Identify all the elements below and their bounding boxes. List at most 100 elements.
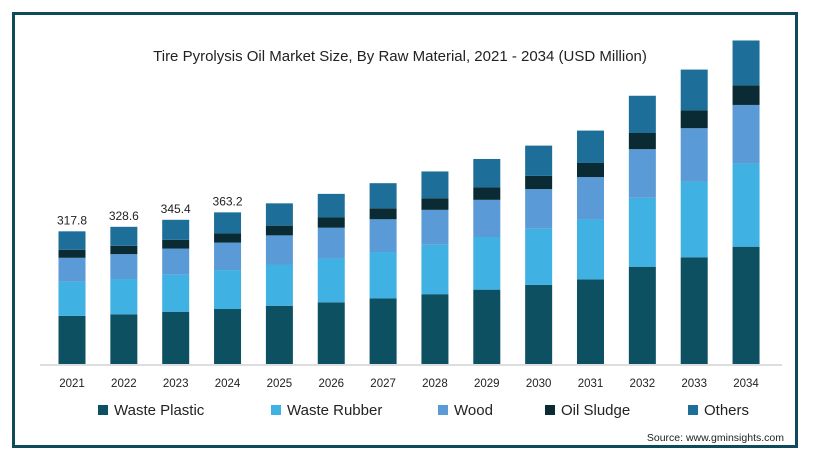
legend-label: Waste Rubber (287, 402, 382, 419)
bar-segment (110, 226, 138, 246)
legend-swatch (438, 405, 448, 415)
legend-label: Oil Sludge (561, 402, 630, 419)
legend-swatch (271, 405, 281, 415)
x-tick-label: 2029 (474, 378, 500, 390)
bar-segment (162, 248, 190, 275)
bar-segment (265, 264, 293, 306)
bar-segment (525, 189, 553, 229)
bar-segment (525, 175, 553, 190)
data-label: 328.6 (109, 209, 139, 223)
legend-item: Others (688, 402, 749, 419)
x-tick-label: 2025 (267, 378, 293, 390)
bar-segment (577, 219, 604, 280)
x-tick-label: 2024 (215, 378, 241, 390)
bar-segment (732, 85, 760, 105)
bar-segment (680, 69, 708, 111)
x-tick-label: 2034 (733, 378, 759, 390)
bar-segment (525, 145, 553, 176)
bar-segment (214, 212, 242, 234)
bar-segment (369, 219, 397, 253)
bar-segment (628, 266, 656, 364)
bar-segment (162, 274, 190, 312)
bar-segment (110, 279, 138, 315)
bars-group (58, 40, 760, 364)
source-text: Source: www.gminsights.com (647, 432, 784, 444)
bar-segment (473, 187, 501, 200)
bar-segment (110, 245, 138, 255)
data-labels: 317.8 328.6 345.4 363.2 (57, 194, 243, 227)
bar-segment (110, 314, 138, 364)
bar-segment (317, 302, 345, 364)
bar-segment (680, 181, 708, 258)
legend-label: Waste Plastic (114, 402, 205, 419)
bar-segment (421, 171, 449, 199)
bar-segment (214, 309, 242, 364)
legend-item: Wood (438, 402, 493, 419)
bar-segment (58, 249, 86, 258)
bar-segment (421, 244, 449, 295)
bar-segment (265, 235, 293, 265)
bar-segment (265, 203, 293, 226)
data-label: 345.4 (161, 202, 191, 216)
bar-segment (421, 294, 449, 364)
x-tick-label: 2021 (59, 378, 85, 390)
bar-segment (680, 110, 708, 129)
bar-segment (58, 281, 86, 316)
x-tick-labels: 2021 2022 2023 2024 2025 2026 2027 2028 2029 2030… (59, 378, 759, 390)
bar-segment (317, 193, 345, 218)
bar-segment (473, 237, 501, 290)
x-tick-label: 2027 (370, 378, 396, 390)
bar-segment (525, 228, 553, 285)
bar-segment (577, 130, 604, 163)
legend-item: Oil Sludge (545, 402, 630, 419)
bar-segment (732, 40, 760, 86)
bar-segment (214, 242, 242, 271)
bar-segment (732, 246, 760, 364)
bar-segment (369, 208, 397, 220)
x-tick-label: 2023 (163, 378, 189, 390)
data-label: 317.8 (57, 213, 87, 227)
data-label: 363.2 (213, 194, 243, 208)
x-tick-label: 2032 (630, 378, 656, 390)
bar-segment (577, 279, 604, 364)
bar-segment (525, 284, 553, 364)
bar-segment (369, 252, 397, 299)
legend-swatch (688, 405, 698, 415)
bar-segment (680, 128, 708, 182)
legend-label: Wood (454, 402, 493, 419)
bar-segment (58, 315, 86, 364)
bar-segment (369, 183, 397, 209)
bar-segment (265, 305, 293, 364)
legend: Waste Plastic Waste Rubber Wood Oil Sludge O… (98, 402, 749, 419)
x-tick-label: 2033 (681, 378, 707, 390)
x-tick-label: 2030 (526, 378, 552, 390)
bar-segment (628, 149, 656, 198)
bar-segment (58, 257, 86, 282)
bar-segment (265, 225, 293, 236)
legend-item: Waste Rubber (271, 402, 382, 419)
bar-segment (214, 233, 242, 243)
x-tick-label: 2022 (111, 378, 137, 390)
bar-segment (628, 95, 656, 133)
x-tick-label: 2031 (578, 378, 604, 390)
chart-frame (12, 12, 798, 448)
bar-segment (162, 219, 190, 240)
bar-segment (162, 239, 190, 249)
bar-segment (317, 227, 345, 259)
bar-segment (162, 311, 190, 364)
bar-segment (369, 298, 397, 364)
bar-segment (473, 289, 501, 364)
bar-segment (628, 133, 656, 150)
legend-swatch (545, 405, 555, 415)
legend-label: Others (704, 402, 749, 419)
bar-segment (58, 231, 86, 250)
chart-title: Tire Pyrolysis Oil Market Size, By Raw M… (153, 48, 647, 65)
bar-segment (421, 209, 449, 245)
x-tick-label: 2026 (318, 378, 344, 390)
bar-segment (110, 254, 138, 280)
bar-segment (214, 270, 242, 310)
bar-segment (317, 217, 345, 228)
bar-segment (577, 162, 604, 178)
bar-segment (732, 104, 760, 164)
